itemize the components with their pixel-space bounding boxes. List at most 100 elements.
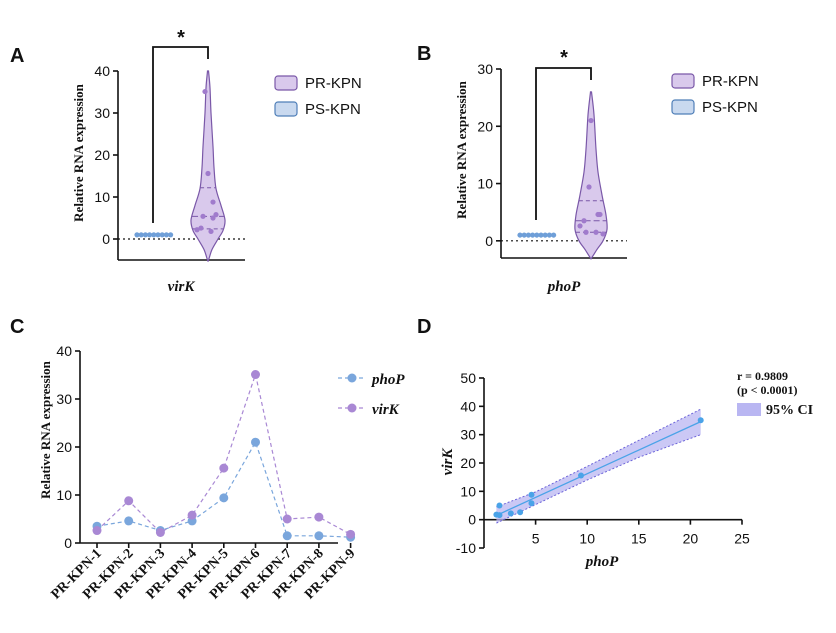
scatter-point (578, 472, 585, 479)
panel-d-ci-label: 95% CI (766, 403, 813, 418)
panel-d-scatter-chart: phoP virK r = 0.9809 (p < 0.0001) 95% CI… (440, 369, 813, 570)
panel-a-legend-pr-label: PR-KPN (305, 75, 362, 92)
panel-a-violin-chart: Relative RNA expression virK * PR-KPN PS… (71, 27, 362, 295)
y-tick-label: 50 (460, 370, 476, 386)
ps-point (155, 232, 161, 238)
y-tick-label: 30 (477, 61, 493, 77)
panel-a-ylabel: Relative RNA expression (71, 83, 86, 221)
panel-b-significance-star: * (560, 47, 568, 69)
panel-label-c: C (10, 316, 24, 338)
series-line-phoP (96, 440, 351, 538)
regression-line (496, 421, 701, 517)
series-point-phoP (251, 437, 260, 447)
significance-bracket (152, 46, 209, 223)
scatter-point (697, 417, 704, 424)
series-point-phoP (124, 516, 134, 526)
pr-point (205, 170, 211, 177)
ps-point (551, 232, 557, 238)
panel-b-ylabel: Relative RNA expression (454, 80, 469, 218)
series-point-phoP (219, 493, 229, 503)
ps-point (134, 232, 140, 238)
y-tick-label: 40 (94, 63, 110, 79)
panel-b-legend-ps-label: PS-KPN (702, 99, 758, 116)
panel-c-legend-phop-label: phoP (370, 372, 405, 388)
panel-c-legend-virk-label: virK (372, 402, 400, 418)
x-tick-label: 20 (683, 531, 699, 547)
legend-marker-phoP (347, 373, 357, 383)
scatter-point (507, 510, 514, 517)
y-tick-label: 40 (460, 398, 476, 414)
panel-c-ylabel: Relative RNA expression (38, 360, 53, 498)
scatter-point (496, 512, 503, 519)
y-tick-label: 30 (94, 105, 110, 121)
ps-point (546, 232, 553, 238)
panel-b-violin-chart: Relative RNA expression phoP * PR-KPN PS… (454, 47, 759, 295)
pr-point (583, 229, 589, 235)
panel-a-xlabel: virK (168, 279, 196, 295)
ps-point (534, 232, 540, 238)
y-tick-label: 30 (460, 427, 476, 443)
pr-point (581, 218, 587, 224)
ps-point (151, 232, 157, 238)
panel-d-r-value: r = 0.9809 (737, 369, 788, 383)
y-tick-label: 10 (56, 487, 72, 503)
pr-point (208, 228, 214, 235)
x-tick-label: 10 (579, 531, 595, 547)
pr-point (597, 211, 603, 218)
ci-band (496, 409, 701, 524)
panel-a-legend-ps-label: PS-KPN (305, 101, 361, 118)
pr-point (210, 199, 216, 205)
legend-marker-virK (347, 403, 357, 413)
pr-point (200, 213, 206, 219)
y-tick-label: 10 (477, 176, 493, 192)
series-point-virK (346, 529, 356, 539)
series-line-virK (96, 372, 351, 535)
y-tick-label: 30 (56, 391, 72, 407)
series-point-phoP (282, 531, 292, 541)
ps-point (138, 232, 144, 238)
ci-upper-line (496, 408, 701, 508)
ps-point (517, 232, 523, 238)
ps-point (530, 232, 536, 238)
panel-d-p-value: (p < 0.0001) (737, 383, 798, 397)
y-tick-label: -10 (456, 540, 476, 556)
pr-point (210, 215, 216, 221)
x-tick-label: 15 (631, 531, 647, 547)
y-tick-label: 20 (477, 118, 493, 134)
pr-point (600, 231, 606, 237)
scatter-point (528, 491, 535, 498)
series-point-virK (187, 510, 197, 520)
scatter-point (528, 500, 535, 507)
panel-c-line-chart: Relative RNA expression phoP virK 0 10 20 3… (38, 343, 405, 602)
ci-lower-line (496, 434, 701, 524)
pr-violin (574, 91, 608, 260)
series-point-virK (155, 527, 165, 537)
pr-point (198, 225, 204, 231)
pr-point (213, 212, 219, 218)
panel-b-xlabel: phoP (546, 279, 581, 295)
series-point-virK (92, 526, 102, 536)
series-point-virK (314, 512, 324, 522)
ps-point (163, 232, 169, 238)
pr-point (202, 88, 208, 95)
panel-a-significance-star: * (177, 27, 185, 49)
pr-point (588, 117, 594, 124)
y-tick-label: 0 (102, 231, 110, 247)
y-tick-label: 20 (56, 439, 72, 455)
y-tick-label: 10 (94, 189, 110, 205)
legend-swatch-pr (274, 75, 298, 91)
pr-point (593, 229, 599, 235)
ps-point (168, 232, 174, 238)
y-tick-label: 0 (468, 512, 476, 528)
ps-point (542, 232, 548, 238)
ps-point (159, 232, 165, 238)
ps-point (147, 232, 153, 238)
y-tick-label: 0 (485, 233, 493, 249)
pr-point (577, 223, 583, 229)
panel-label-b: B (417, 43, 431, 65)
x-tick-label: 5 (532, 531, 540, 547)
y-tick-label: 20 (94, 147, 110, 163)
ps-point (538, 232, 544, 238)
panel-d-ylabel: virK (440, 448, 456, 476)
